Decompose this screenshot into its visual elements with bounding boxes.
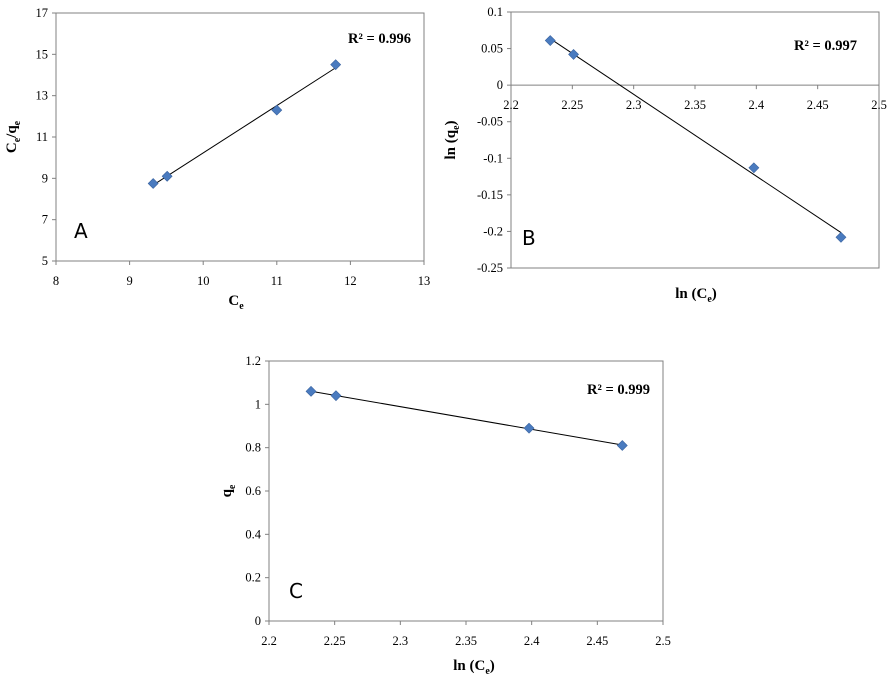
x-tick-label: 11 — [271, 274, 283, 288]
panel-letter: B — [522, 226, 536, 250]
y-tick-label: 13 — [36, 89, 49, 103]
y-tick-label: -0.1 — [483, 151, 503, 165]
data-point — [616, 440, 628, 451]
trendline — [152, 67, 336, 186]
x-tick-label: 2.3 — [626, 98, 642, 112]
y-tick-label: 11 — [36, 130, 48, 144]
y-axis-title: Ce/qe — [4, 120, 23, 153]
x-tick-label: 12 — [344, 274, 357, 288]
y-tick-label: -0.15 — [477, 188, 503, 202]
x-tick-label: 2.3 — [393, 634, 409, 648]
x-tick-label: 2.2 — [261, 634, 277, 648]
x-tick-label: 2.45 — [586, 634, 608, 648]
x-axis-title: ln (Ce) — [675, 286, 717, 305]
x-tick-label: 2.5 — [871, 98, 887, 112]
panel-letter: A — [74, 219, 88, 243]
trendline — [549, 38, 842, 234]
x-tick-label: 2.5 — [655, 634, 671, 648]
x-tick-label: 2.35 — [684, 98, 706, 112]
chart-panel-C: 0 0.2 0.4 0.6 0.8 1 1.2 2.2 2.25 2.3 2.35 2.4 2.45 2.… — [219, 354, 671, 677]
chart-panel-A: 5 7 9 11 13 15 17 8 9 10 11 12 13 R² = 0.996 A Ce Ce/qe — [4, 6, 430, 312]
y-tick-label: 0.05 — [481, 42, 503, 56]
plot-area — [268, 360, 664, 622]
y-tick-label: 1.2 — [245, 354, 261, 368]
chart-panel-B: 0.1 0.05 0 -0.05 -0.1 -0.15 -0.2 -0.25 2.2 2.25 2.… — [443, 5, 887, 305]
y-tick-label: 15 — [36, 47, 49, 61]
r-squared-label: R² = 0.999 — [587, 382, 650, 398]
data-point — [330, 59, 342, 71]
data-point — [544, 35, 556, 46]
data-point — [147, 178, 159, 189]
y-tick-label: 0 — [255, 614, 261, 628]
y-tick-label: -0.25 — [477, 261, 503, 275]
y-tick-label: 17 — [36, 6, 49, 20]
x-tick-label: 13 — [418, 274, 431, 288]
x-axis-title: ln (Ce) — [453, 658, 495, 677]
y-tick-label: -0.2 — [483, 224, 503, 238]
x-axis-title: Ce — [228, 293, 244, 312]
y-tick-label: 0.6 — [245, 484, 261, 498]
x-tick-label: 2.2 — [503, 98, 519, 112]
data-point — [835, 231, 847, 243]
x-tick-label: 8 — [53, 274, 59, 288]
data-point — [271, 104, 283, 116]
y-tick-label: 0.8 — [245, 441, 261, 455]
data-point — [568, 48, 579, 60]
y-tick-label: 7 — [42, 213, 48, 227]
x-tick-label: 10 — [197, 274, 210, 288]
x-tick-label: 2.35 — [455, 634, 477, 648]
y-tick-label: 1 — [255, 397, 261, 411]
x-tick-label: 2.45 — [807, 98, 829, 112]
y-axis-title: qe — [219, 484, 238, 497]
y-tick-label: -0.05 — [477, 115, 503, 129]
x-tick-label: 9 — [126, 274, 132, 288]
x-tick-label: 2.25 — [561, 98, 583, 112]
y-tick-label: 0.2 — [245, 571, 261, 585]
data-point — [161, 170, 173, 182]
data-point — [305, 385, 317, 397]
y-axis-title: ln (qe) — [443, 120, 462, 159]
x-tick-label: 2.4 — [749, 98, 765, 112]
y-tick-label: 0.4 — [245, 527, 261, 541]
x-tick-label: 2.4 — [524, 634, 540, 648]
panel-letter: C — [289, 579, 303, 603]
data-point — [330, 390, 342, 402]
trendline — [310, 390, 623, 446]
r-squared-label: R² = 0.996 — [348, 31, 411, 47]
y-tick-label: 0.1 — [487, 5, 503, 19]
data-point — [523, 422, 535, 434]
plot-area — [55, 12, 425, 262]
y-tick-label: 5 — [42, 254, 48, 268]
y-tick-label: 0 — [497, 78, 503, 92]
x-tick-label: 2.25 — [324, 634, 346, 648]
r-squared-label: R² = 0.997 — [794, 38, 857, 54]
data-point — [748, 162, 760, 174]
y-tick-label: 9 — [42, 171, 48, 185]
